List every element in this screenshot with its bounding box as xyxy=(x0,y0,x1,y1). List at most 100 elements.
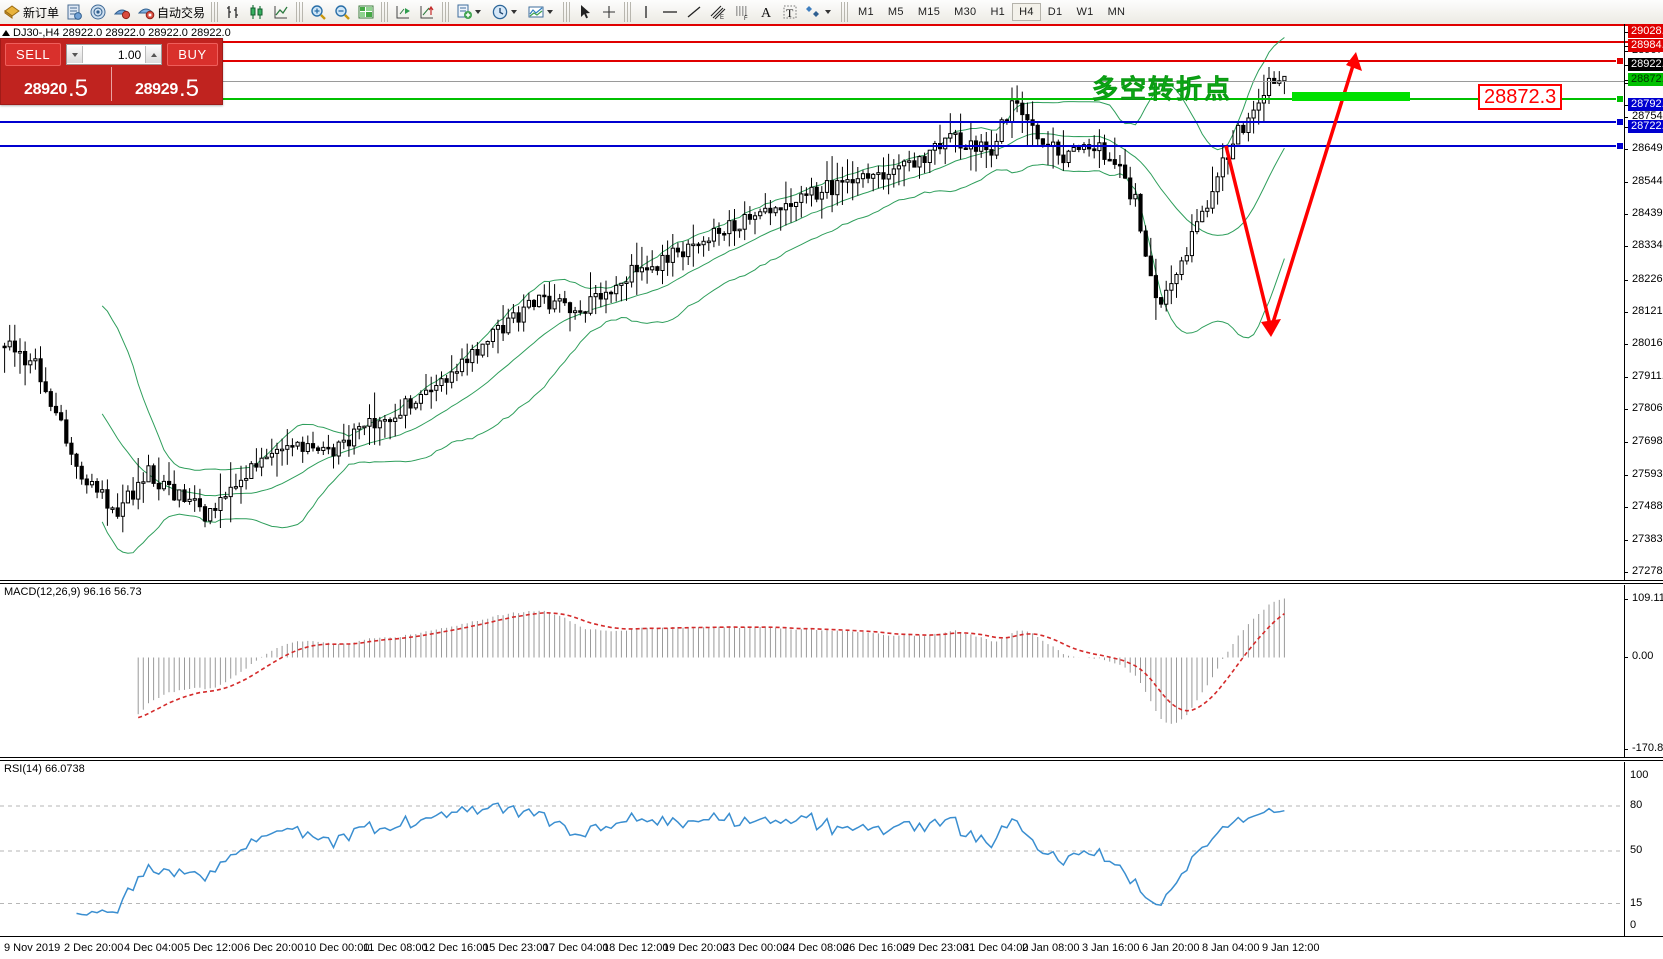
toolbar-separator xyxy=(381,2,389,22)
cursor-tool-button[interactable] xyxy=(573,1,597,23)
price-tag-last[interactable]: 28922.0 xyxy=(1628,57,1663,71)
price-tick xyxy=(1624,376,1628,378)
price-tick xyxy=(1624,51,1628,53)
zoom-in-button[interactable] xyxy=(306,1,330,23)
expert-advisors-button[interactable] xyxy=(86,1,110,23)
toolbar-separator xyxy=(841,2,849,22)
pane-divider xyxy=(0,580,1663,581)
signals-icon xyxy=(113,3,131,21)
channel-icon: E xyxy=(709,3,727,21)
fibonacci-tool-button[interactable]: F xyxy=(730,1,754,23)
timeframe-m5[interactable]: M5 xyxy=(887,6,904,18)
candlestick-chart-button[interactable] xyxy=(245,1,269,23)
shapes-icon xyxy=(805,3,823,21)
line-chart-button[interactable] xyxy=(269,1,293,23)
periods-button[interactable] xyxy=(488,1,524,23)
chevron-down-icon[interactable] xyxy=(825,10,832,14)
chart-shift-button[interactable] xyxy=(415,1,439,23)
price-tick-label: 28121.0 xyxy=(1632,304,1663,317)
metaeditor-button[interactable] xyxy=(62,1,86,23)
chevron-down-icon[interactable] xyxy=(475,10,482,14)
volume-increase-button[interactable] xyxy=(145,46,162,63)
macd-pane[interactable]: MACD(12,26,9) 96.16 56.73 109.11 0.00 -170… xyxy=(0,585,1663,757)
price-tag-ask[interactable]: 29028.8 xyxy=(1628,25,1663,38)
tile-windows-button[interactable] xyxy=(354,1,378,23)
timeframe-w1[interactable]: W1 xyxy=(1076,6,1094,18)
timeframe-m15[interactable]: M15 xyxy=(917,6,941,18)
timeframe-h4[interactable]: H4 xyxy=(1012,3,1041,21)
price-tag-bid[interactable]: 28722.2 xyxy=(1628,119,1663,133)
horizontal-line-icon xyxy=(661,3,679,21)
channel-tool-button[interactable]: E xyxy=(706,1,730,23)
rsi-tick-label: 80 xyxy=(1630,799,1643,811)
chart-area[interactable]: DJ30-,H4 28922.0 28922.0 28922.0 28922.0… xyxy=(0,24,1663,954)
buy-price-cell[interactable]: 28929 .5 xyxy=(111,67,222,101)
line-handle[interactable] xyxy=(1616,142,1624,150)
text-tool-button[interactable]: A xyxy=(754,1,778,23)
price-tag-line-level[interactable]: 28984.1 xyxy=(1628,38,1663,52)
line-handle[interactable] xyxy=(1616,95,1624,103)
zoom-out-button[interactable] xyxy=(330,1,354,23)
line-handle[interactable] xyxy=(1616,57,1624,65)
price-tag-level[interactable]: 28792.5 xyxy=(1628,97,1663,111)
price-tick xyxy=(1624,311,1628,313)
bid-line-28722[interactable] xyxy=(0,145,1624,147)
level-line-28792[interactable] xyxy=(0,121,1624,123)
chart-collapse-icon[interactable] xyxy=(2,30,10,36)
price-axis-line xyxy=(1624,24,1625,580)
price-tick-label: 28439.0 xyxy=(1632,206,1663,219)
price-tick-label: 28544.0 xyxy=(1632,174,1663,187)
buy-button[interactable]: BUY xyxy=(167,43,218,66)
line-handle[interactable] xyxy=(1616,118,1624,126)
timeframe-h1[interactable]: H1 xyxy=(990,6,1006,18)
price-tag-level[interactable]: 28872.3 xyxy=(1628,73,1663,87)
green-highlight-bar[interactable] xyxy=(1292,92,1410,101)
price-tick xyxy=(1624,279,1628,281)
sell-button[interactable]: SELL xyxy=(5,43,62,66)
autotrading-button[interactable]: 自动交易 xyxy=(134,1,208,23)
macd-tick-label: 109.11 xyxy=(1632,592,1663,604)
trendline-tool-button[interactable] xyxy=(682,1,706,23)
tile-windows-icon xyxy=(357,3,375,21)
timeframe-d1[interactable]: D1 xyxy=(1047,6,1063,18)
auto-scroll-button[interactable] xyxy=(391,1,415,23)
price-tick xyxy=(1624,442,1628,444)
resistance-line-28984[interactable] xyxy=(0,60,1624,62)
price-annotation-box[interactable]: 28872.3 xyxy=(1478,84,1563,110)
horizontal-line-tool-button[interactable] xyxy=(658,1,682,23)
time-tick-label: 5 Dec 12:00 xyxy=(184,942,244,954)
templates-button[interactable] xyxy=(524,1,560,23)
price-pane[interactable]: DJ30-,H4 28922.0 28922.0 28922.0 28922.0… xyxy=(0,24,1663,580)
trendline-icon xyxy=(685,3,703,21)
bollinger-bands xyxy=(101,37,1285,554)
chevron-down-icon[interactable] xyxy=(511,10,518,14)
bar-chart-button[interactable] xyxy=(221,1,245,23)
macd-tick-label: -170.83 xyxy=(1632,742,1663,754)
rsi-plot xyxy=(0,802,1624,916)
rsi-pane[interactable]: RSI(14) 66.0738 100 80 50 15 0 xyxy=(0,762,1663,936)
indicators-button[interactable] xyxy=(452,1,488,23)
support-line-28872[interactable] xyxy=(0,98,1624,100)
timeframe-m1[interactable]: M1 xyxy=(858,6,874,18)
sell-price-cell[interactable]: 28920 .5 xyxy=(1,67,111,101)
one-click-trading-panel[interactable]: SELL 1.00 BUY 28920 .5 28929 .5 xyxy=(0,38,223,105)
turning-point-annotation[interactable]: 多空转折点 xyxy=(1092,75,1233,106)
rsi-tick-label: 100 xyxy=(1630,769,1649,781)
vertical-line-tool-button[interactable] xyxy=(634,1,658,23)
chevron-down-icon[interactable] xyxy=(547,10,554,14)
volume-value[interactable]: 1.00 xyxy=(117,47,142,62)
volume-stepper[interactable]: 1.00 xyxy=(66,44,163,65)
time-axis[interactable]: 9 Nov 2019 2 Dec 20:00 4 Dec 04:00 5 Dec 12… xyxy=(0,939,1663,959)
main-toolbar: 新订单 xyxy=(0,0,1663,25)
new-order-button[interactable]: 新订单 xyxy=(0,1,62,23)
volume-decrease-button[interactable] xyxy=(67,46,84,63)
chart-shift-icon xyxy=(418,3,436,21)
shapes-tool-button[interactable] xyxy=(802,1,838,23)
text-label-tool-button[interactable]: T xyxy=(778,1,802,23)
macd-tick-label: 0.00 xyxy=(1632,650,1654,663)
signals-button[interactable] xyxy=(110,1,134,23)
timeframe-m30[interactable]: M30 xyxy=(954,6,977,18)
crosshair-tool-button[interactable] xyxy=(597,1,621,23)
timeframe-mn[interactable]: MN xyxy=(1107,6,1126,18)
time-tick-label: 24 Dec 08:00 xyxy=(783,942,849,954)
